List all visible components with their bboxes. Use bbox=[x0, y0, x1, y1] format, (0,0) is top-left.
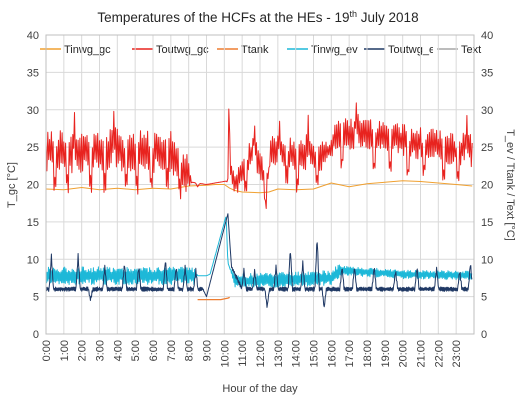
x-tick-label: 2:00 bbox=[77, 340, 89, 361]
x-tick-label: 21:00 bbox=[416, 340, 428, 368]
x-tick-label: 16:00 bbox=[326, 340, 338, 368]
legend: Tinwg_gc Toutwg_gc Ttank Tinwg_ev Toutwg_ev T… bbox=[36, 43, 481, 56]
series-line-ttank bbox=[197, 296, 230, 301]
left-axis-title: T_gc [°C] bbox=[6, 162, 18, 208]
x-tick-label: 11:00 bbox=[237, 340, 249, 367]
x-tick-label: 3:00 bbox=[95, 340, 107, 361]
right-axis-title: T_ev / Ttank / Text [°C] bbox=[504, 129, 516, 241]
x-tick-label: 19:00 bbox=[380, 340, 392, 368]
plot-border bbox=[45, 34, 475, 335]
legend-label-toutwg-ev: Toutwg_ev bbox=[388, 44, 441, 56]
y-tick-label-left: 40 bbox=[27, 30, 39, 42]
x-tick-label: 13:00 bbox=[273, 340, 285, 368]
y-tick-label-left: 25 bbox=[27, 142, 39, 154]
y-tick-label-right: 40 bbox=[481, 30, 493, 42]
x-tick-label: 15:00 bbox=[309, 340, 321, 368]
y-tick-label-left: 35 bbox=[27, 67, 39, 79]
x-axis-title: Hour of the day bbox=[222, 383, 298, 395]
axes: 0 0 5 5 10 10 15 15 20 20 25 25 30 30 35 35 40 40 0:00 1:00… bbox=[27, 30, 494, 368]
y-tick-label-left: 15 bbox=[27, 217, 39, 229]
x-tick-label: 17:00 bbox=[344, 340, 356, 368]
y-tick-label-right: 0 bbox=[481, 329, 487, 341]
x-tick-label: 5:00 bbox=[130, 340, 142, 361]
x-tick-label: 9:00 bbox=[202, 340, 214, 361]
legend-label-toutwg-gc: Toutwg_gc bbox=[156, 44, 209, 56]
x-tick-label: 1:00 bbox=[59, 340, 71, 361]
x-tick-label: 4:00 bbox=[112, 340, 124, 361]
x-tick-label: 23:00 bbox=[451, 340, 463, 368]
x-tick-label: 10:00 bbox=[219, 340, 231, 368]
x-tick-label: 20:00 bbox=[398, 340, 410, 368]
y-tick-label-right: 30 bbox=[481, 105, 493, 117]
plot-area bbox=[45, 102, 473, 308]
legend-label-text: Text bbox=[461, 44, 481, 56]
series-line-toutwg-gc bbox=[45, 102, 473, 209]
x-tick-label: 0:00 bbox=[41, 340, 53, 361]
series-line-toutwg-ev bbox=[45, 213, 473, 308]
legend-label-tinwg-gc: Tinwg_gc bbox=[64, 44, 111, 56]
y-tick-label-right: 5 bbox=[481, 292, 487, 304]
x-tick-label: 6:00 bbox=[148, 340, 160, 361]
x-tick-label: 8:00 bbox=[184, 340, 196, 361]
chart-title: Temperatures of the HCFs at the HEs - 19… bbox=[97, 9, 418, 25]
y-tick-label-right: 15 bbox=[481, 217, 493, 229]
y-tick-label-left: 30 bbox=[27, 105, 39, 117]
y-tick-label-right: 25 bbox=[481, 142, 493, 154]
x-tick-label: 12:00 bbox=[255, 340, 267, 368]
y-tick-label-left: 5 bbox=[33, 292, 39, 304]
y-tick-label-right: 20 bbox=[481, 180, 493, 192]
y-tick-label-right: 10 bbox=[481, 254, 493, 266]
y-tick-label-right: 35 bbox=[481, 67, 493, 79]
y-tick-label-left: 10 bbox=[27, 254, 39, 266]
y-tick-label-left: 20 bbox=[27, 180, 39, 192]
legend-label-tinwg-ev: Tinwg_ev bbox=[311, 44, 358, 56]
series-line-tinwg-gc bbox=[45, 180, 473, 194]
x-tick-label: 18:00 bbox=[362, 340, 374, 368]
y-tick-label-left: 0 bbox=[33, 329, 39, 341]
legend-label-ttank: Ttank bbox=[241, 44, 269, 56]
x-tick-label: 22:00 bbox=[433, 340, 445, 368]
x-tick-label: 7:00 bbox=[166, 340, 178, 361]
x-tick-label: 14:00 bbox=[291, 340, 303, 368]
